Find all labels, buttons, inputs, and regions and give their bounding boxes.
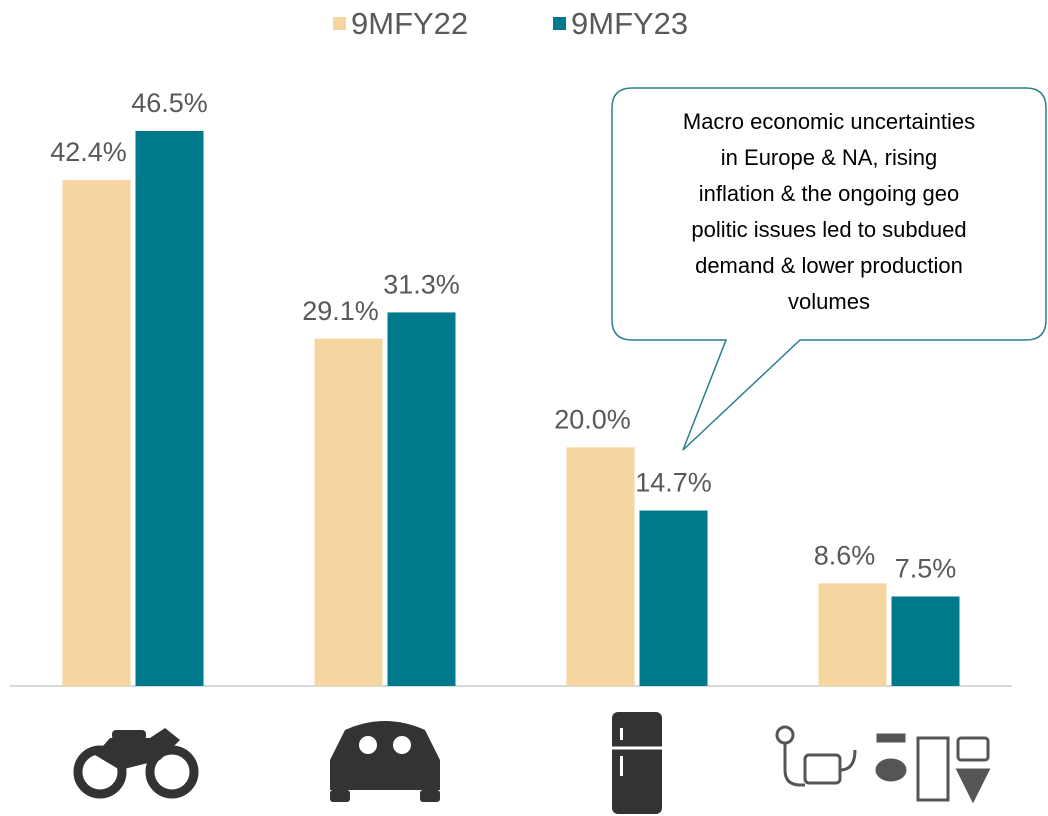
bar [62, 179, 131, 686]
bar [818, 583, 887, 686]
data-label: 31.3% [383, 270, 460, 300]
sanitary-icon [775, 725, 991, 804]
bar [639, 510, 708, 686]
annotation-line: in Europe & NA, rising [721, 145, 937, 170]
annotation-line: Macro economic uncertainties [683, 109, 975, 134]
data-label: 14.7% [635, 468, 712, 498]
data-label: 7.5% [895, 554, 957, 584]
annotation-line: volumes [788, 289, 870, 314]
bar [566, 447, 635, 686]
data-label: 42.4% [50, 137, 127, 167]
car-icon [330, 721, 440, 802]
legend-swatch [333, 17, 346, 30]
annotation-line: demand & lower production [695, 253, 963, 278]
legend-label: 9MFY22 [351, 6, 468, 41]
category-icons [73, 712, 991, 814]
bar [387, 312, 456, 686]
bar [135, 131, 204, 686]
bar [314, 338, 383, 686]
data-label: 46.5% [131, 88, 208, 118]
motorcycle-icon [73, 728, 199, 799]
fridge-icon [612, 712, 662, 814]
bar [891, 596, 960, 686]
annotation-line: inflation & the ongoing geo [699, 181, 960, 206]
data-label: 20.0% [554, 404, 631, 434]
legend-swatch [553, 17, 566, 30]
data-label: 8.6% [814, 540, 876, 570]
callout [611, 87, 1047, 451]
legend-label: 9MFY23 [571, 6, 688, 41]
annotation-line: politic issues led to subdued [691, 217, 966, 242]
data-label: 29.1% [302, 296, 379, 326]
